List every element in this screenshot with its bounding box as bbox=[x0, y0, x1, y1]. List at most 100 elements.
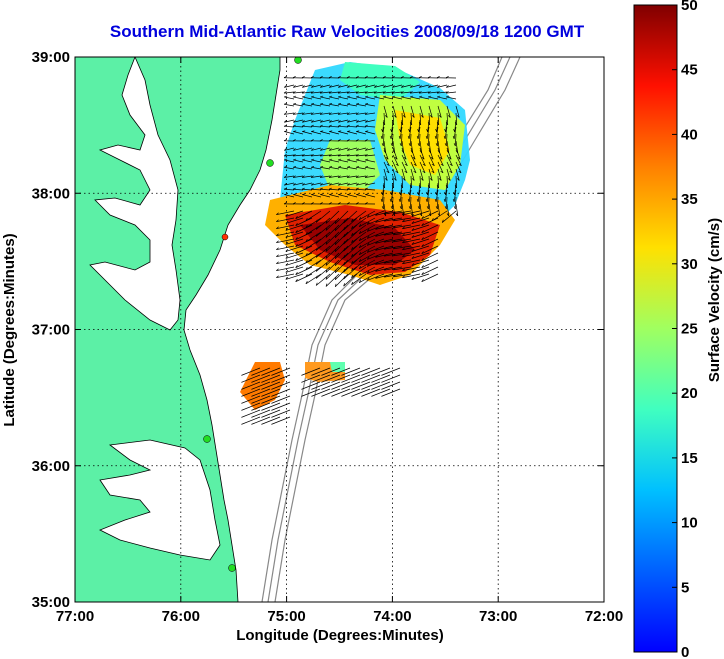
velocity-arrow bbox=[367, 259, 385, 267]
velocity-arrow bbox=[343, 252, 358, 266]
velocity-arrow bbox=[409, 119, 412, 132]
velocity-arrow bbox=[393, 238, 412, 243]
velocity-arrow bbox=[437, 175, 440, 189]
velocity-arrow bbox=[428, 91, 439, 94]
velocity-arrow-head bbox=[328, 175, 332, 178]
velocity-arrow bbox=[331, 388, 351, 397]
velocity-arrow bbox=[325, 245, 340, 259]
velocity-arrow-head bbox=[408, 206, 411, 210]
velocity-arrow-head bbox=[293, 85, 296, 88]
velocity-arrow-head bbox=[446, 95, 450, 98]
velocity-arrow bbox=[355, 125, 367, 128]
velocity-arrow bbox=[375, 266, 394, 272]
velocity-arrow bbox=[417, 189, 421, 202]
velocity-arrow-head bbox=[373, 91, 377, 94]
velocity-arrow bbox=[285, 231, 304, 238]
velocity-arrow-head bbox=[351, 232, 354, 236]
x-axis-ticks: 77:00 76:00 75:00 74:00 73:00 72:00 bbox=[56, 57, 623, 625]
velocity-arrow bbox=[392, 154, 399, 166]
velocity-arrow-head bbox=[310, 112, 314, 115]
velocity-arrow bbox=[328, 125, 340, 128]
velocity-arrow-head bbox=[411, 221, 415, 224]
velocity-arrow bbox=[367, 210, 385, 218]
velocity-arrow bbox=[419, 105, 424, 118]
velocity-arrow bbox=[401, 133, 403, 147]
velocity-arrow bbox=[351, 245, 367, 257]
velocity-arrow bbox=[311, 147, 322, 151]
velocity-arrow-head bbox=[358, 258, 362, 262]
velocity-arrow-head bbox=[325, 276, 328, 280]
velocity-arrow bbox=[374, 91, 385, 94]
velocity-arrow bbox=[356, 154, 367, 157]
velocity-arrow-head bbox=[375, 248, 378, 251]
velocity-arrow bbox=[401, 147, 407, 160]
radar-sites bbox=[203, 57, 302, 572]
velocity-arrow-head bbox=[375, 220, 378, 223]
velocity-arrow bbox=[311, 374, 331, 383]
velocity-arrow-head bbox=[285, 234, 289, 238]
velocity-arrow bbox=[351, 374, 371, 383]
velocity-arrow bbox=[285, 252, 304, 259]
velocity-arrow-head bbox=[301, 112, 305, 115]
velocity-arrow bbox=[311, 119, 322, 123]
velocity-arrow-head bbox=[329, 165, 333, 168]
velocity-arrow-head bbox=[393, 239, 396, 243]
velocity-arrow-head bbox=[311, 119, 314, 123]
velocity-arrow-head bbox=[311, 148, 314, 151]
velocity-arrow bbox=[338, 119, 349, 123]
velocity-arrow-head bbox=[351, 225, 354, 229]
velocity-arrow-head bbox=[434, 135, 437, 139]
velocity-arrow bbox=[343, 238, 358, 252]
velocity-arrow bbox=[329, 194, 340, 198]
velocity-arrow-head bbox=[446, 213, 450, 217]
velocity-arrow bbox=[419, 154, 426, 166]
velocity-arrow-head bbox=[381, 206, 384, 210]
velocity-arrow bbox=[359, 273, 376, 283]
velocity-arrow-head bbox=[422, 163, 426, 167]
velocity-arrow-head bbox=[365, 85, 368, 88]
velocity-arrow-head bbox=[329, 95, 333, 98]
velocity-arrow bbox=[341, 381, 361, 390]
velocity-arrow-head bbox=[328, 202, 332, 205]
velocity-arrow-head bbox=[329, 130, 333, 132]
velocity-arrow bbox=[410, 154, 417, 166]
velocity-arrow-head bbox=[351, 260, 354, 264]
velocity-arrow-head bbox=[292, 139, 296, 142]
velocity-arrow bbox=[401, 91, 412, 94]
x-tick-label: 73:00 bbox=[479, 608, 517, 625]
velocity-arrow bbox=[329, 131, 340, 135]
velocity-arrow bbox=[365, 103, 376, 107]
velocity-arrow bbox=[251, 367, 271, 376]
colorbar-tick-label: 35 bbox=[681, 191, 698, 208]
velocity-arrow bbox=[381, 367, 401, 376]
velocity-arrow bbox=[446, 133, 448, 147]
velocity-arrow bbox=[390, 126, 394, 139]
velocity-arrow bbox=[334, 210, 349, 224]
velocity-arrow-head bbox=[311, 95, 315, 98]
velocity-arrow bbox=[276, 217, 295, 223]
velocity-arrow-head bbox=[453, 129, 456, 133]
velocity-arrow bbox=[293, 131, 304, 135]
velocity-arrow bbox=[301, 374, 321, 383]
colorbar-tick-label: 5 bbox=[681, 579, 689, 596]
velocity-arrow-head bbox=[351, 239, 354, 243]
velocity-arrow-head bbox=[351, 253, 354, 257]
velocity-arrow-head bbox=[337, 124, 341, 127]
velocity-arrow bbox=[402, 217, 421, 223]
velocity-arrow-head bbox=[338, 158, 342, 161]
velocity-arrow-head bbox=[302, 148, 305, 151]
velocity-arrow-head bbox=[443, 135, 446, 139]
velocity-arrow-head bbox=[328, 112, 332, 115]
velocity-arrow bbox=[428, 154, 435, 166]
velocity-arrow bbox=[325, 217, 340, 231]
velocity-arrow bbox=[251, 395, 271, 404]
velocity-arrow bbox=[361, 374, 381, 383]
velocity-arrow bbox=[437, 147, 443, 160]
velocity-arrow-head bbox=[444, 129, 447, 133]
velocity-arrow bbox=[410, 133, 412, 147]
velocity-arrow-head bbox=[293, 148, 296, 151]
velocity-arrow-head bbox=[408, 129, 411, 133]
velocity-arrow bbox=[347, 147, 358, 151]
velocity-arrow bbox=[251, 388, 271, 397]
